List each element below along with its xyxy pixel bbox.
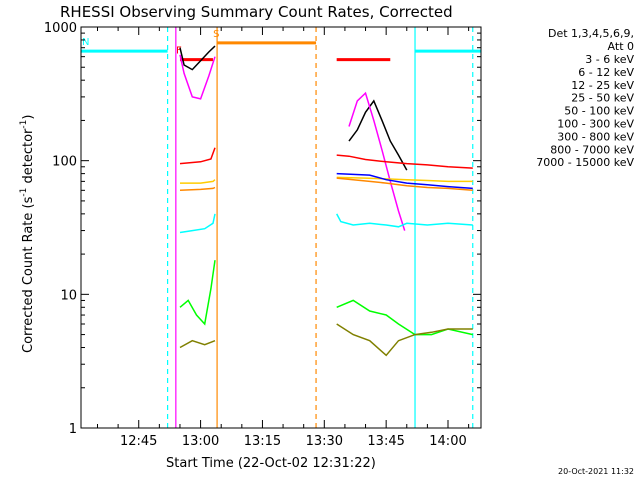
legend-entry-label: 25 - 50 keV xyxy=(571,92,634,105)
x-tick-label: 13:30 xyxy=(306,434,343,449)
y-tick-label: 1000 xyxy=(44,21,77,36)
series-line-1 xyxy=(179,45,408,171)
state-bars: N S F xyxy=(81,29,481,62)
legend-entry-label: 7000 - 15000 keV xyxy=(536,156,634,169)
y-axis: 1 10 100 1000 xyxy=(44,21,481,437)
legend-entry-label: 100 - 300 keV xyxy=(557,118,634,131)
date-stamp: 20-Oct-2021 11:32 xyxy=(558,467,634,476)
y-tick-label: 1 xyxy=(69,422,77,437)
series-line-6 xyxy=(179,147,473,169)
legend-header-line-2: Att 0 xyxy=(608,40,634,53)
x-tick-label: 13:00 xyxy=(182,434,219,449)
x-tick-label: 12:45 xyxy=(120,434,157,449)
y-tick-label: 100 xyxy=(52,155,77,170)
series-lines xyxy=(179,45,473,357)
x-axis: 12:45 13:00 13:15 13:30 13:45 14:00 xyxy=(96,27,470,449)
legend-entry-label: 12 - 25 keV xyxy=(571,79,634,92)
legend-entry-label: 3 - 6 keV xyxy=(585,53,634,66)
x-axis-label: Start Time (22-Oct-02 12:31:22) xyxy=(166,456,376,471)
y-tick-label: 10 xyxy=(60,288,77,303)
series-line-3 xyxy=(179,260,473,336)
x-tick-label: 13:15 xyxy=(244,434,281,449)
legend-entry-label: 300 - 800 keV xyxy=(557,130,634,143)
series-line-2 xyxy=(179,54,406,231)
series-line-8 xyxy=(179,177,473,192)
series-line-7 xyxy=(336,172,473,190)
legend-entry-label: 800 - 7000 keV xyxy=(550,143,634,156)
state-label-n: N xyxy=(82,37,89,48)
state-label-f: F xyxy=(176,46,182,57)
series-line-9 xyxy=(179,323,473,357)
legend-entry-label: 6 - 12 keV xyxy=(578,66,634,79)
series-line-5 xyxy=(180,176,473,184)
legend-entry-label: 50 - 100 keV xyxy=(564,105,634,118)
vertical-markers xyxy=(166,27,474,428)
series-line-4 xyxy=(179,213,473,234)
chart-title: RHESSI Observing Summary Count Rates, Co… xyxy=(60,3,453,21)
state-label-s: S xyxy=(213,29,219,40)
x-tick-label: 14:00 xyxy=(429,434,466,449)
x-tick-label: 13:45 xyxy=(367,434,404,449)
plot-frame xyxy=(80,26,482,429)
y-axis-label: Corrected Count Rate (s-1 detector-1) xyxy=(19,115,36,353)
legend-header-line-1: Det 1,3,4,5,6,9, xyxy=(548,27,634,40)
